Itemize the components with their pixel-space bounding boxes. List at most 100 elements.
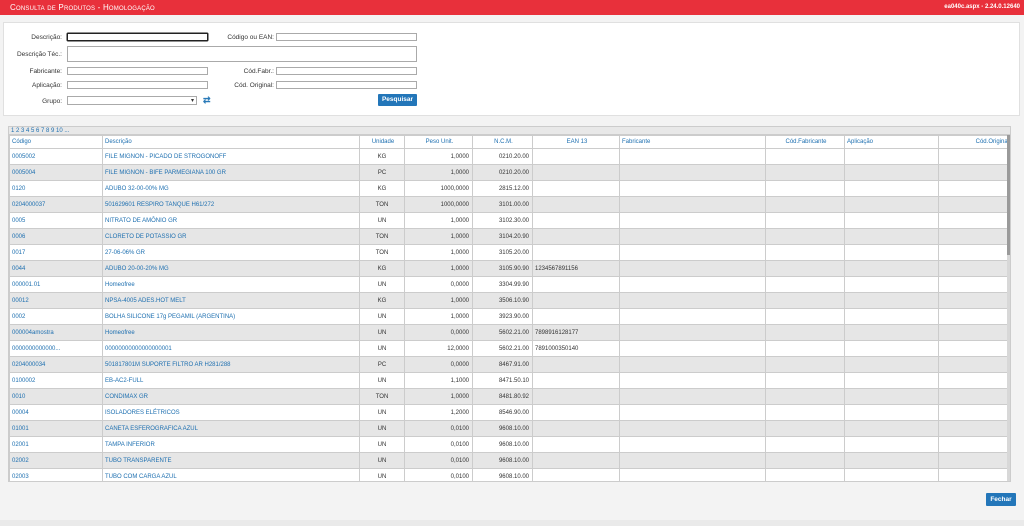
table-cell [532,180,620,197]
table-cell [532,452,620,469]
table-cell[interactable]: 0100002 [9,372,103,389]
table-cell[interactable]: 501817801M SUPORTE FILTRO AR H281/288 [102,356,360,373]
pager[interactable]: 1 2 3 4 5 6 7 8 9 10 ... [9,127,1010,135]
column-header[interactable]: Unidade [359,135,405,149]
table-cell[interactable]: 02001 [9,436,103,453]
table-row[interactable]: 00004 ISOLADORES ELÉTRICOS UN 1,2000 8546.90… [9,404,1010,421]
column-header[interactable]: Peso Unit. [404,135,473,149]
table-cell[interactable]: 02002 [9,452,103,469]
products-table: Código Descrição Unidade Peso Unit. N.C.M. EA… [9,135,1010,481]
table-cell[interactable]: 000001.01 [9,276,103,293]
column-header[interactable]: Código [9,135,103,149]
table-cell[interactable]: 0005002 [9,148,103,165]
table-cell[interactable]: 27-06-06% GR [102,244,360,261]
table-cell[interactable]: Homeofree [102,324,360,341]
table-cell[interactable]: 0017 [9,244,103,261]
table-cell[interactable]: 01001 [9,420,103,437]
table-cell[interactable]: BOLHA SILICONE 17g PEGAMIL (ARGENTINA) [102,308,360,325]
table-cell[interactable]: 0006 [9,228,103,245]
table-cell[interactable]: CANETA ESFEROGRAFICA AZUL [102,420,360,437]
table-row[interactable]: 0006 CLORETO DE POTASSIO GR TON 1,0000 3104.… [9,228,1010,245]
column-header[interactable]: Aplicação [844,135,939,149]
table-cell[interactable]: TUBO TRANSPARENTE [102,452,360,469]
table-cell[interactable]: 000004amostra [9,324,103,341]
table-cell[interactable]: TUBO COM CARGA AZUL [102,468,360,481]
table-row[interactable]: 02002 TUBO TRANSPARENTE UN 0,0100 9608.10.00 [9,452,1010,469]
codigo-ean-input[interactable] [276,33,417,41]
table-cell[interactable]: 0204000034 [9,356,103,373]
table-row[interactable]: 0100002 EB-AC2-FULL UN 1,1000 8471.50.10 [9,372,1010,389]
table-row[interactable]: 02001 TAMPA INFERIOR UN 0,0100 9608.10.00 [9,436,1010,453]
table-cell[interactable]: ISOLADORES ELÉTRICOS [102,404,360,421]
column-header[interactable]: EAN 13 [532,135,620,149]
table-cell[interactable]: ADUBO 32-00-00% MG [102,180,360,197]
table-row[interactable]: 0005002 FILE MIGNON - PICADO DE STROGONOF… [9,148,1010,165]
table-cell[interactable]: 0005 [9,212,103,229]
table-cell[interactable]: 0044 [9,260,103,277]
table-cell[interactable]: TAMPA INFERIOR [102,436,360,453]
table-cell[interactable]: EB-AC2-FULL [102,372,360,389]
table-row[interactable]: 02003 TUBO COM CARGA AZUL UN 0,0100 9608.10.… [9,468,1010,481]
table-cell[interactable]: CONDIMAX GR [102,388,360,405]
table-cell: 12,0000 [404,340,473,357]
cod-original-input[interactable] [276,81,417,89]
aplicacao-input[interactable] [67,81,208,89]
table-cell[interactable]: 0120 [9,180,103,197]
close-button[interactable]: Fechar [986,493,1016,506]
scrollbar-thumb[interactable] [1007,135,1010,255]
table-row[interactable]: 00012 NPSA-4005 ADES.HOT MELT KG 1,0000 3506… [9,292,1010,309]
table-cell [765,420,845,437]
descricao-input[interactable] [67,33,208,41]
descricao-tec-textarea[interactable] [67,46,417,62]
table-cell [532,404,620,421]
table-row[interactable]: 0204000034 501817801M SUPORTE FILTRO AR H… [9,356,1010,373]
table-row[interactable]: 0010 CONDIMAX GR TON 1,0000 8481.80.92 [9,388,1010,405]
vertical-scrollbar[interactable] [1007,135,1010,481]
column-header[interactable]: Cód.Original [938,135,1010,149]
table-cell[interactable]: NPSA-4005 ADES.HOT MELT [102,292,360,309]
cod-fabr-input[interactable] [276,67,417,75]
refresh-icon[interactable]: ⇄ [203,95,211,105]
table-row[interactable]: 0044 ADUBO 20-00-20% MG KG 1,0000 3105.90.90… [9,260,1010,277]
column-header[interactable]: Descrição [102,135,360,149]
table-row[interactable]: 01001 CANETA ESFEROGRAFICA AZUL UN 0,0100 96… [9,420,1010,437]
table-cell[interactable]: FILE MIGNON - BIFE PARMEGIANA 100 GR [102,164,360,181]
table-cell[interactable]: 00000000000000000001 [102,340,360,357]
table-cell[interactable]: FILE MIGNON - PICADO DE STROGONOFF [102,148,360,165]
table-cell: 8481.80.92 [472,388,533,405]
table-cell [619,388,766,405]
table-row[interactable]: 0017 27-06-06% GR TON 1,0000 3105.20.00 [9,244,1010,261]
table-cell[interactable]: 00004 [9,404,103,421]
table-cell[interactable]: 0002 [9,308,103,325]
table-cell: 9608.10.00 [472,468,533,481]
table-row[interactable]: 0000000000000... 00000000000000000001 UN 12… [9,340,1010,357]
table-cell[interactable]: CLORETO DE POTASSIO GR [102,228,360,245]
grupo-select[interactable]: ▾ [67,96,197,105]
search-button[interactable]: Pesquisar [378,94,417,106]
table-cell: PC [359,356,405,373]
table-cell[interactable]: 00012 [9,292,103,309]
bottom-strip [0,520,1024,526]
column-header[interactable]: N.C.M. [472,135,533,149]
table-cell[interactable]: Homeofree [102,276,360,293]
column-header[interactable]: Fabricante [619,135,766,149]
table-cell[interactable]: 501629601 RESPIRO TANQUE H61/272 [102,196,360,213]
table-row[interactable]: 0120 ADUBO 32-00-00% MG KG 1000,0000 2815.12… [9,180,1010,197]
table-cell[interactable]: 02003 [9,468,103,481]
table-row[interactable]: 0005 NITRATO DE AMÔNIO GR UN 1,0000 3102.30.… [9,212,1010,229]
table-cell[interactable]: NITRATO DE AMÔNIO GR [102,212,360,229]
column-header[interactable]: Cód.Fabricante [765,135,845,149]
table-row[interactable]: 0005004 FILE MIGNON - BIFE PARMEGIANA 100… [9,164,1010,181]
table-row[interactable]: 000004amostra Homeofree UN 0,0000 5602.21.00… [9,324,1010,341]
table-row[interactable]: 000001.01 Homeofree UN 0,0000 3304.99.90 [9,276,1010,293]
table-cell[interactable]: 0010 [9,388,103,405]
table-cell[interactable]: ADUBO 20-00-20% MG [102,260,360,277]
table-cell[interactable]: 0204000037 [9,196,103,213]
table-row[interactable]: 0002 BOLHA SILICONE 17g PEGAMIL (ARGENTIN… [9,308,1010,325]
table-cell[interactable]: 0005004 [9,164,103,181]
table-cell[interactable]: 0000000000000... [9,340,103,357]
table-row[interactable]: 0204000037 501629601 RESPIRO TANQUE H61/2… [9,196,1010,213]
table-cell [532,388,620,405]
fabricante-input[interactable] [67,67,208,75]
table-cell: 0,0000 [404,324,473,341]
